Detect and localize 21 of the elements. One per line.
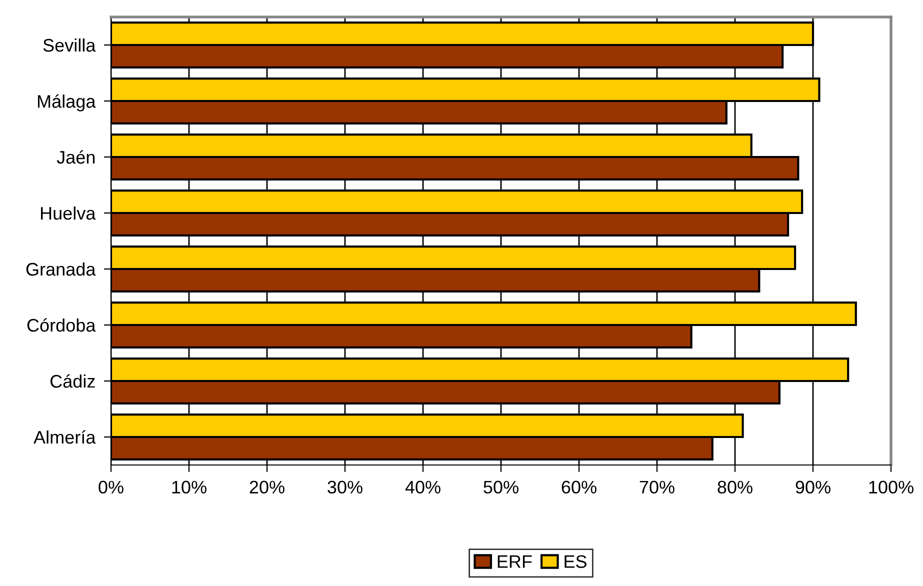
- x-tick-label: 10%: [172, 480, 206, 494]
- y-tick-label: Jaén: [56, 150, 95, 164]
- x-tick-label: 50%: [484, 480, 518, 494]
- x-tick-label: 30%: [328, 480, 362, 494]
- x-tick-label: 0%: [98, 480, 124, 494]
- y-tick-label: Almería: [34, 430, 96, 444]
- legend-label: ES: [564, 555, 586, 568]
- y-tick-label: Granada: [26, 262, 96, 276]
- x-tick-label: 100%: [869, 480, 914, 494]
- x-tick-label: 80%: [718, 480, 752, 494]
- x-tick-label: 20%: [250, 480, 284, 494]
- x-tick-label: 70%: [640, 480, 674, 494]
- y-tick-label: Cádiz: [50, 374, 95, 388]
- y-tick-label: Málaga: [38, 94, 96, 112]
- x-tick-label: 60%: [562, 480, 596, 494]
- legend-label: ERF: [498, 555, 532, 568]
- y-tick-label: Córdoba: [27, 318, 96, 332]
- y-tick-label: Huelva: [41, 206, 96, 220]
- y-tick-label: Sevilla: [43, 38, 96, 52]
- x-tick-label: 40%: [405, 480, 440, 494]
- x-tick-label: 90%: [796, 480, 830, 494]
